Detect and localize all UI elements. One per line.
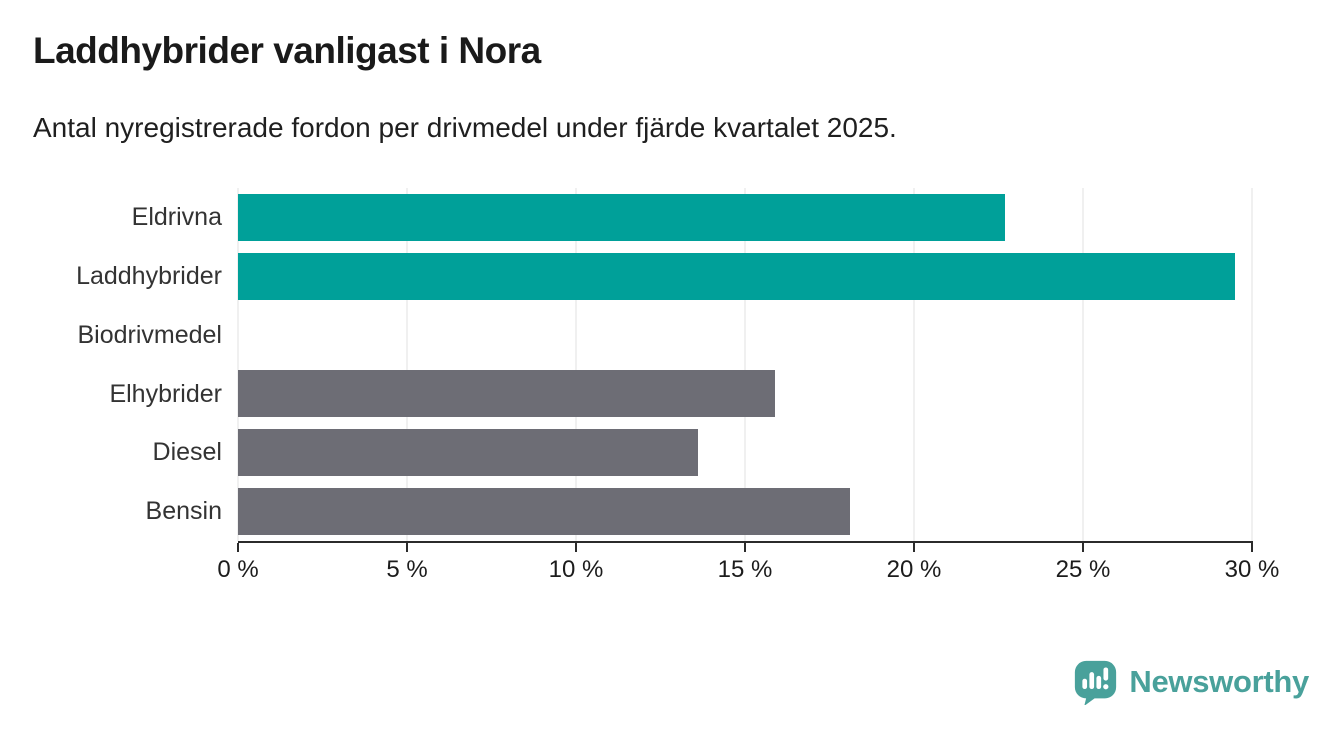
gridline: [1251, 188, 1253, 541]
x-axis-tick: [406, 543, 408, 552]
gridline: [237, 188, 239, 541]
x-axis-line: [238, 541, 1253, 543]
x-tick-label: 20 %: [886, 556, 942, 583]
category-axis: Eldrivna Laddhybrider Biodrivmedel Elhybrid…: [0, 188, 222, 541]
category-label-laddhybrider: Laddhybrider: [76, 261, 222, 290]
category-label-biodrivmedel: Biodrivmedel: [77, 320, 222, 349]
gridline: [406, 188, 408, 541]
newsworthy-bubble-chart-icon: [1073, 659, 1118, 705]
x-tick-label: 10 %: [548, 556, 604, 583]
bar-diesel[interactable]: [238, 429, 698, 477]
bar-elhybrider[interactable]: [238, 370, 776, 418]
plot-area: [237, 188, 1253, 541]
x-axis-tick: [1082, 543, 1084, 552]
x-tick-label: 0 %: [217, 556, 259, 583]
bar-eldrivna[interactable]: [238, 193, 1006, 241]
gridline: [1082, 188, 1084, 541]
category-label-bensin: Bensin: [145, 497, 222, 526]
gridline: [575, 188, 577, 541]
x-axis-tick: [1251, 543, 1253, 552]
gridline: [913, 188, 915, 541]
x-tick-label: 25 %: [1055, 556, 1111, 583]
category-label-eldrivna: Eldrivna: [131, 203, 222, 231]
newsworthy-logo[interactable]: Newsworthy: [1073, 659, 1309, 705]
category-label-diesel: Diesel: [152, 438, 222, 467]
x-axis-tick: [237, 543, 239, 552]
x-axis-tick: [744, 543, 746, 552]
bar-laddhybrider[interactable]: [238, 252, 1236, 300]
bar-bensin[interactable]: [238, 488, 850, 536]
plot-outer: 0 % 5 % 10 % 15 % 20 % 25 % 30 %: [217, 188, 1279, 598]
chart-title: Laddhybrider vanligast i Nora: [33, 30, 541, 71]
gridline: [744, 188, 746, 541]
x-tick-label: 5 %: [386, 556, 428, 583]
newsworthy-wordmark: Newsworthy: [1129, 664, 1309, 699]
chart-subtitle: Antal nyregistrerade fordon per drivmede…: [33, 112, 897, 143]
x-axis-tick: [575, 543, 577, 552]
x-tick-label: 30 %: [1224, 556, 1280, 583]
x-axis-tick: [913, 543, 915, 552]
category-label-elhybrider: Elhybrider: [109, 379, 222, 408]
x-tick-label: 15 %: [717, 556, 773, 583]
